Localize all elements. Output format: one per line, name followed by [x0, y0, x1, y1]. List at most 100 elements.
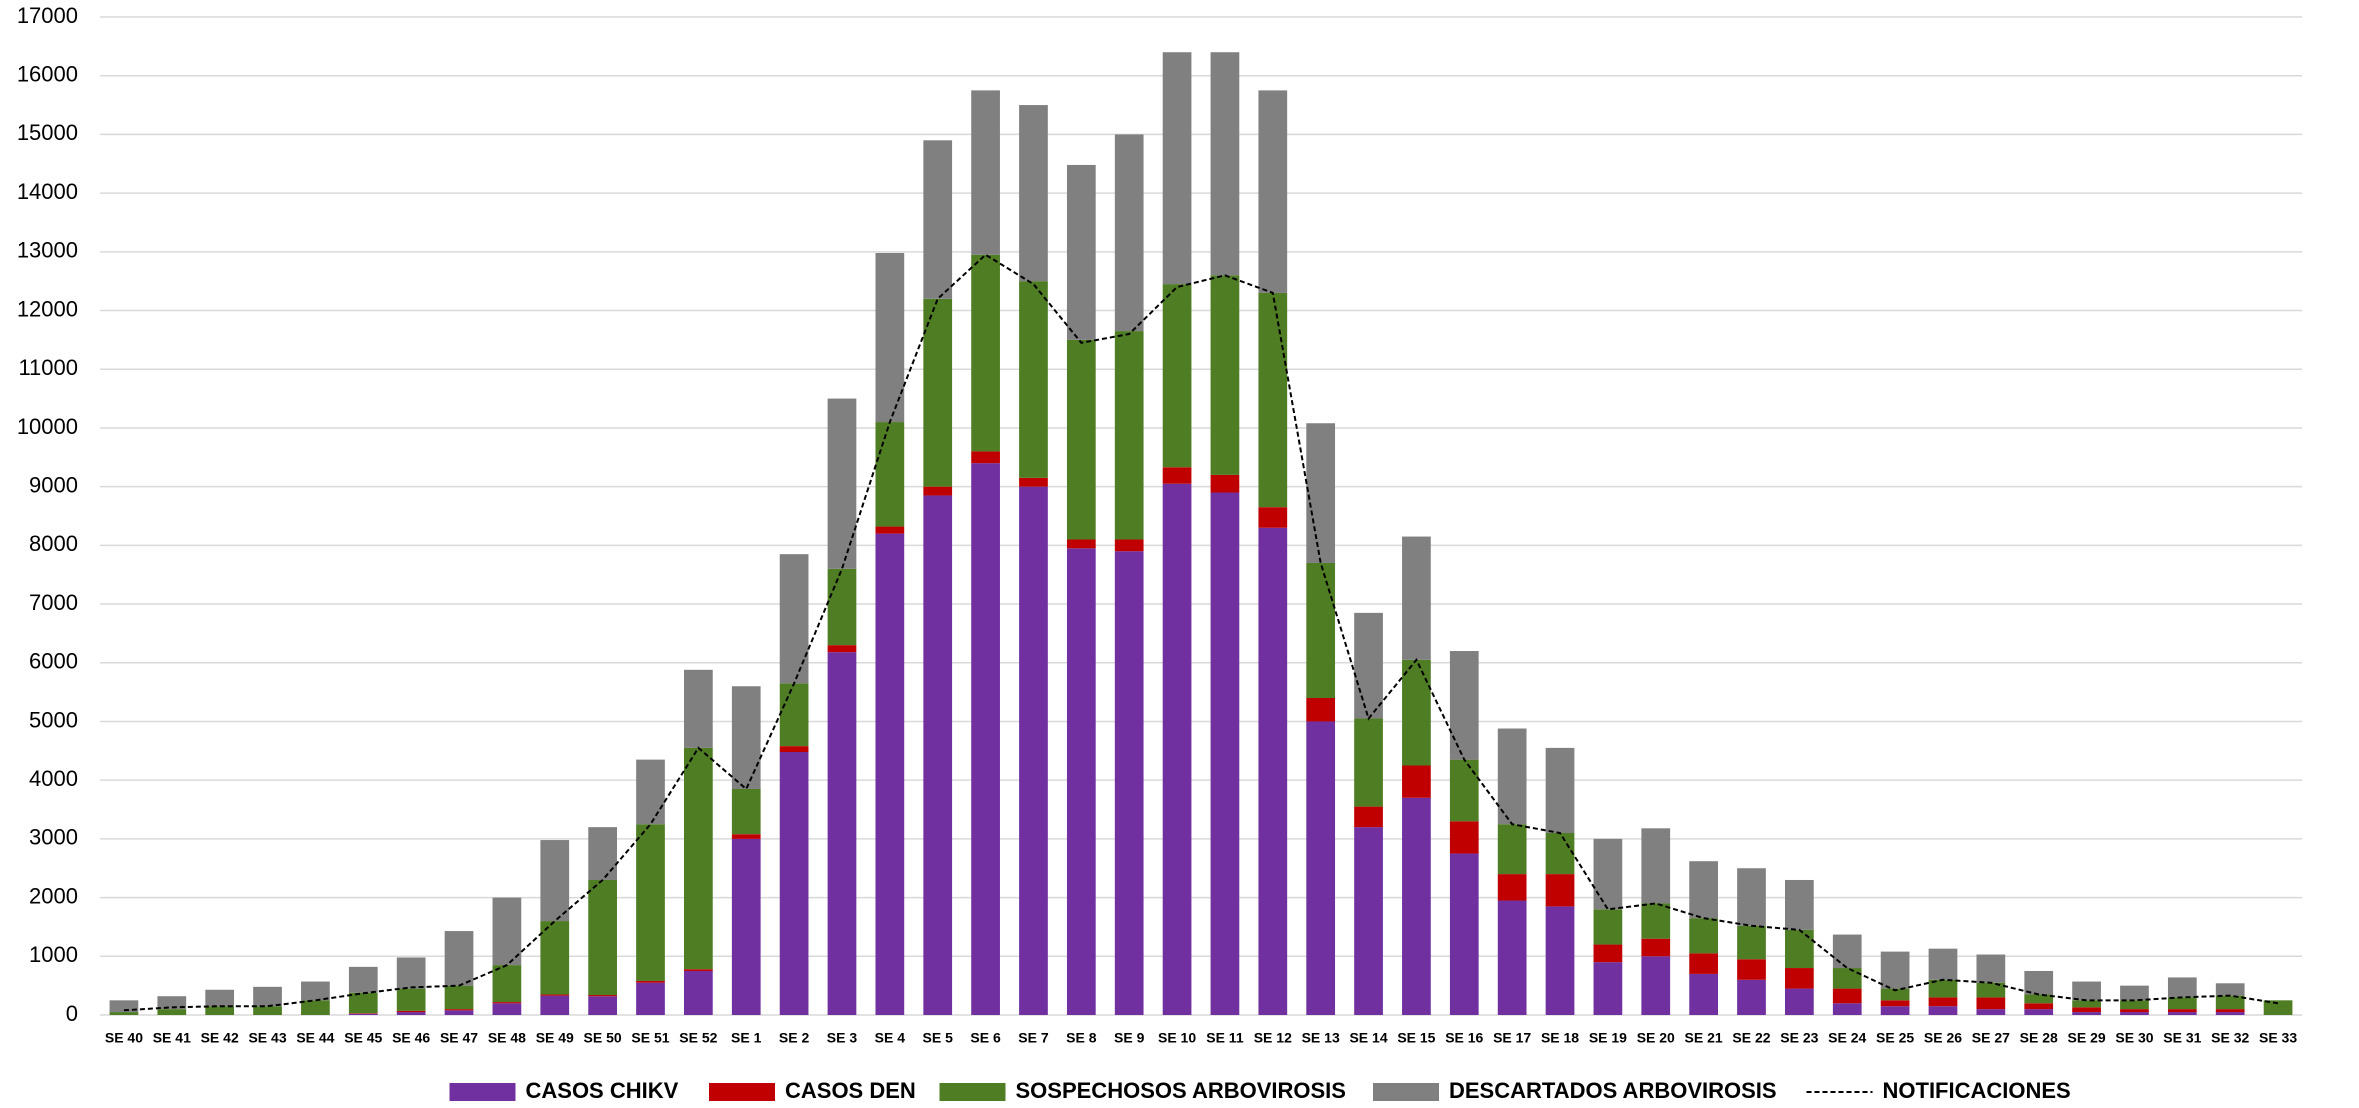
- bar-segment: [588, 827, 617, 880]
- y-tick-label: 3000: [29, 825, 78, 850]
- bar-segment: [1641, 956, 1671, 1015]
- x-tick-label: SE 26: [1924, 1030, 1962, 1046]
- bar-segment: [1306, 423, 1336, 563]
- legend-marker: [449, 1083, 516, 1101]
- legend-label: CASOS DEN: [785, 1078, 916, 1103]
- bar-segment: [2120, 1000, 2149, 1010]
- x-tick-label: SE 43: [248, 1030, 286, 1046]
- bar-segment: [1210, 492, 1240, 1015]
- x-tick-label: SE 8: [1066, 1030, 1097, 1046]
- y-tick-label: 9000: [29, 472, 78, 497]
- bar-segment: [1114, 134, 1144, 332]
- bar-segment: [1354, 806, 1383, 828]
- bar-segment: [1449, 759, 1479, 822]
- x-tick-label: SE 20: [1637, 1030, 1675, 1046]
- bar-segment: [1162, 52, 1192, 285]
- bar-segment: [1019, 477, 1048, 487]
- bar-segment: [1449, 651, 1479, 760]
- y-tick-label: 1000: [29, 942, 78, 967]
- y-tick-label: 16000: [17, 62, 78, 87]
- bar-segment: [2024, 1003, 2054, 1010]
- bar-segment: [444, 931, 474, 986]
- bar-segment: [1354, 827, 1383, 1015]
- bar-segment: [1880, 988, 1910, 1001]
- x-tick-label: SE 33: [2259, 1030, 2297, 1046]
- bar-segment: [731, 838, 761, 1015]
- y-tick-label: 13000: [17, 238, 78, 263]
- bar-segment: [1066, 339, 1096, 540]
- legend-label: CASOS CHIKV: [526, 1078, 679, 1103]
- x-tick-label: SE 44: [296, 1030, 334, 1046]
- bar-segment: [1258, 292, 1288, 508]
- bar-segment: [636, 982, 665, 1015]
- bar-segment: [1976, 954, 2006, 983]
- bar-segment: [2120, 985, 2149, 1001]
- legend-marker: [709, 1083, 775, 1101]
- bar-segment: [779, 554, 809, 684]
- bar-segment: [588, 995, 617, 997]
- bar-segment: [396, 1012, 426, 1015]
- bar-segment: [2024, 1009, 2054, 1015]
- y-tick-label: 4000: [29, 766, 78, 791]
- bar-segment: [827, 398, 857, 569]
- bar-segment: [1258, 527, 1288, 1015]
- bar-segment: [1545, 833, 1575, 875]
- x-tick-label: SE 10: [1158, 1030, 1196, 1046]
- bar-segment: [2072, 1007, 2101, 1013]
- bar-segment: [971, 90, 1000, 255]
- x-tick-label: SE 18: [1541, 1030, 1579, 1046]
- bar-segment: [588, 996, 617, 1015]
- bar-segment: [2215, 983, 2245, 996]
- bar-segment: [923, 140, 953, 299]
- bar-segment: [1928, 979, 1958, 998]
- y-tick-label: 15000: [17, 120, 78, 145]
- bar-segment: [1402, 659, 1431, 766]
- bar-segment: [684, 970, 713, 1015]
- bar-segment: [827, 652, 857, 1015]
- y-tick-label: 11000: [18, 355, 78, 380]
- bar-segment: [348, 992, 378, 1014]
- bar-segment: [2167, 997, 2197, 1010]
- bar-segment: [205, 1006, 235, 1015]
- bar-segment: [875, 252, 905, 423]
- x-tick-label: SE 46: [392, 1030, 430, 1046]
- x-tick-label: SE 9: [1114, 1030, 1145, 1046]
- bar-segment: [2215, 1009, 2245, 1013]
- bar-segment: [1832, 934, 1862, 969]
- x-tick-label: SE 21: [1685, 1030, 1723, 1046]
- x-tick-label: SE 25: [1876, 1030, 1914, 1046]
- bar-segment: [779, 746, 809, 752]
- bar-segment: [2215, 1012, 2245, 1015]
- bar-segment: [1785, 988, 1814, 1015]
- bar-segment: [875, 533, 905, 1015]
- bar-segment: [2120, 1012, 2149, 1015]
- bar-segment: [540, 995, 570, 1015]
- bar-segment: [1737, 868, 1766, 926]
- bar-segment: [1306, 562, 1336, 698]
- bar-segment: [827, 645, 857, 653]
- y-tick-label: 5000: [29, 707, 78, 732]
- bar-segment: [779, 683, 809, 747]
- bar-segment: [253, 986, 282, 1007]
- bar-segment: [1066, 164, 1096, 340]
- bar-segment: [1832, 968, 1862, 989]
- bar-segment: [1593, 909, 1623, 945]
- bar-segment: [1737, 959, 1766, 980]
- bar-segment: [348, 1013, 378, 1014]
- bar-segment: [492, 897, 522, 966]
- legend-marker: [1373, 1083, 1439, 1101]
- bar-segment: [1114, 551, 1144, 1015]
- bar-segment: [205, 989, 235, 1007]
- bar-segment: [1162, 284, 1192, 468]
- notification-line: [123, 253, 2279, 1012]
- bar-segment: [1497, 728, 1527, 825]
- bar-segment: [1928, 1006, 1958, 1015]
- bar-segment: [348, 966, 378, 993]
- bar-segment: [2072, 981, 2101, 1001]
- bar-segment: [1689, 918, 1718, 954]
- bar-segment: [2072, 1012, 2101, 1015]
- legend-label: DESCARTADOS ARBOVIROSIS: [1449, 1078, 1777, 1103]
- y-tick-label: 8000: [29, 531, 78, 556]
- bar-segment: [396, 1010, 426, 1013]
